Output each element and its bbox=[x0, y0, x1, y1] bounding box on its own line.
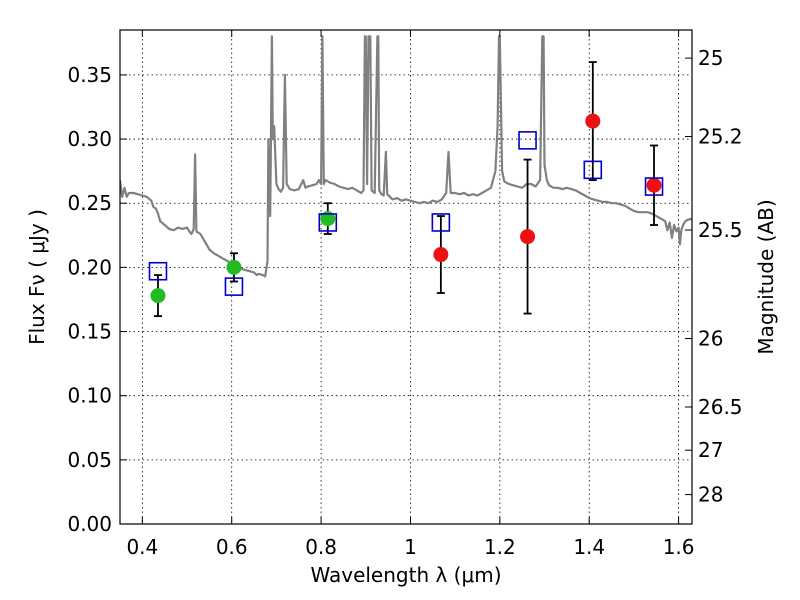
x-tick-label: 0.4 bbox=[126, 535, 158, 559]
y-tick-label: 0.05 bbox=[67, 448, 112, 472]
mag-tick-label: 28 bbox=[698, 483, 723, 507]
x-tick-label: 0.6 bbox=[216, 535, 248, 559]
mag-tick-label: 26.5 bbox=[698, 395, 743, 419]
y-right-axis-label: Magnitude (AB) bbox=[754, 199, 778, 354]
mag-tick-label: 25.5 bbox=[698, 218, 743, 242]
red-data-point bbox=[520, 229, 536, 245]
model-photometry-square bbox=[431, 213, 451, 232]
y-tick-label: 0.35 bbox=[67, 63, 112, 87]
y-tick-label: 0.25 bbox=[67, 191, 112, 215]
tick-labels: 0.4 0.6 0.8 1 1.2 1.4 1.6 0.00 0.05 0.10 0.15 0.20 0… bbox=[67, 46, 742, 559]
y-tick-label: 0.00 bbox=[67, 512, 112, 536]
green-data-point bbox=[150, 288, 166, 304]
x-tick-label: 1 bbox=[404, 535, 417, 559]
mag-tick-label: 26 bbox=[698, 327, 723, 351]
model-spectrum-line bbox=[120, 35, 692, 278]
plot-frame bbox=[119, 29, 693, 525]
y-tick-label: 0.20 bbox=[67, 255, 112, 279]
tick-marks bbox=[120, 30, 692, 525]
mag-tick-label: 27 bbox=[698, 438, 723, 462]
model-photometry-square bbox=[148, 261, 168, 281]
x-tick-label: 0.8 bbox=[305, 535, 337, 559]
x-tick-label: 1.2 bbox=[484, 535, 516, 559]
model-photometry-square bbox=[224, 277, 244, 296]
red-data-point bbox=[433, 247, 449, 263]
x-axis-label: Wavelength λ (μm) bbox=[310, 563, 501, 587]
mag-tick-label: 25 bbox=[698, 46, 723, 70]
x-tick-label: 1.6 bbox=[663, 535, 695, 559]
model-photometry-square bbox=[318, 213, 338, 232]
red-data-point bbox=[646, 177, 662, 193]
model-photometry-square bbox=[583, 160, 603, 180]
red-data-point bbox=[585, 113, 601, 129]
model-photometry-square bbox=[644, 177, 664, 196]
model-photometry-square bbox=[518, 131, 537, 150]
y-tick-label: 0.30 bbox=[67, 127, 112, 151]
green-data-point bbox=[226, 259, 242, 275]
y-tick-label: 0.15 bbox=[67, 320, 112, 344]
y-tick-label: 0.10 bbox=[67, 384, 112, 408]
green-data-point bbox=[320, 211, 336, 227]
x-tick-label: 1.4 bbox=[573, 535, 605, 559]
mag-tick-label: 25.2 bbox=[698, 124, 743, 148]
y-axis-label: Flux Fν ( μJy ) bbox=[25, 209, 49, 345]
data-layer bbox=[120, 35, 692, 318]
